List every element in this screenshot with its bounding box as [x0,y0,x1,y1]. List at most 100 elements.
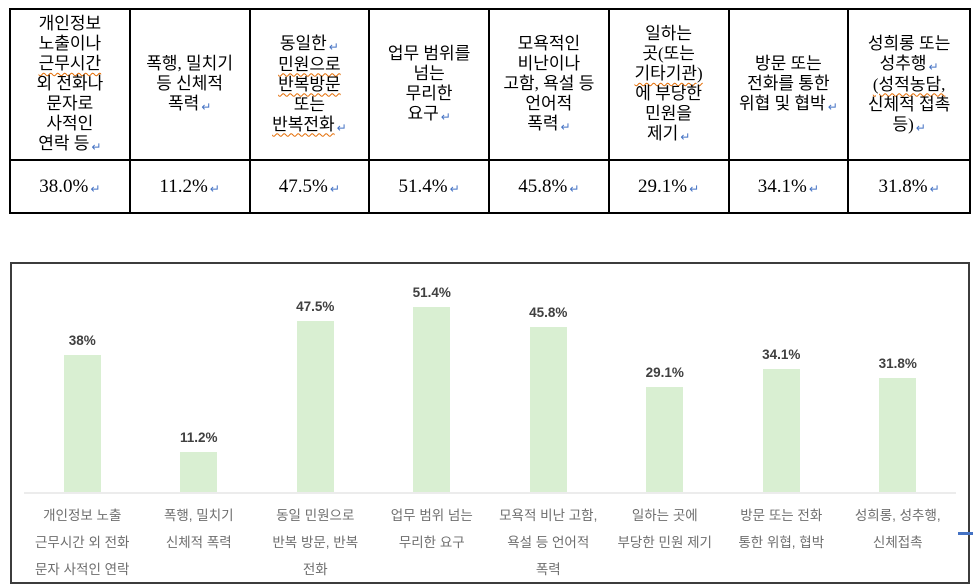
header-line: 근무시간 [38,54,102,73]
table-value-cell: 51.4% ↵ [370,161,490,212]
header-line: 곳(또는 [642,44,695,63]
header-line: 폭력 ↵ [527,114,571,134]
line-break-mark-icon: ↵ [569,181,580,196]
chart-plot-area: 38% 11.2% 47.5% 51.4% 45.8% 29.1% 34.1% 31.8% [24,264,956,494]
bar-value-label: 29.1% [645,365,684,380]
line-break-mark-icon: ↵ [329,181,340,196]
category-label: 모욕적 비난 고함, 욕설 등 언어적 폭력 [499,508,598,577]
line-break-mark-icon: ↵ [328,39,339,54]
bar-value-label: 34.1% [762,347,801,362]
bar-group: 45.8% [490,264,607,492]
bar [529,327,567,492]
bar-chart-panel: 38% 11.2% 47.5% 51.4% 45.8% 29.1% 34.1% 31.8% 개… [10,262,973,584]
table-value-cell: 31.8% ↵ [878,175,940,197]
bar [63,355,101,492]
bar [180,452,218,492]
bar-group: 11.2% [141,264,258,492]
header-line: 폭력 ↵ [167,94,212,114]
bar-value-label: 11.2% [179,430,218,445]
line-break-mark-icon: ↵ [440,110,451,124]
chart-category-axis: 개인정보 노출 근무시간 외 전화 문자 사적인 연락 폭행, 밀치기 신체적 폭… [24,502,956,583]
header-line: 반복전화 ↵ [272,114,347,135]
header-line: 방문 또는 [754,54,822,73]
table-header-cell: 개인정보 노출이나 근무시간 외 전화나 문자로 사적인 연락 등 ↵ [11,10,131,161]
header-line: 넘는 [413,64,445,83]
bar [296,321,334,492]
bar-value-label: 47.5% [296,299,335,314]
bar-group: 38% [24,264,141,492]
paragraph-return-mark-icon [958,532,973,535]
line-break-mark-icon: ↵ [827,100,838,114]
header-line: 무리한 [405,84,453,103]
header-line: 요구 ↵ [407,104,451,124]
header-line: 사적인 [46,114,94,133]
category-label: 업무 범위 넘는 무리한 요구 [390,508,473,550]
header-line: 동일한 ↵ [279,33,339,54]
bar-group: 47.5% [257,264,374,492]
bar-group: 51.4% [374,264,491,492]
table-value-cell: 47.5% ↵ [251,161,371,212]
bar-value-label: 38% [68,333,96,348]
header-line: 기타기관) [634,64,703,83]
header-line: 연락 등 ↵ [38,134,102,154]
table-value-cell: 38.0% ↵ [11,161,131,212]
header-line: 등) ↵ [892,114,926,135]
table-header-cell: 모욕적인 비난이나 고함, 욕설 등 언어적 폭력 ↵ [490,10,610,161]
header-line: 반복방문 [278,74,341,94]
line-break-mark-icon: ↵ [929,181,940,196]
header-line: 전화를 통한 [747,74,830,93]
table-header-cell: 방문 또는 전화를 통한 위협 및 협박 ↵ [729,10,850,161]
header-line: 성희롱 또는 [867,33,951,53]
header-line: 일하는 [645,24,693,43]
category-label: 일하는 곳에 부당한 민원 제기 [617,508,712,550]
header-line: 외 전화나 [36,74,104,93]
header-line: 업무 범위를 [387,44,471,63]
table-value-cell: 29.1% ↵ [610,161,730,212]
table-value-cell: 11.2% ↵ [131,161,251,212]
category-label: 방문 또는 전화 통한 위협, 협박 [738,508,825,550]
line-break-mark-icon: ↵ [209,181,220,196]
header-line: 비난이나 [517,54,581,73]
line-break-mark-icon: ↵ [689,181,700,196]
header-line: 모욕적인 [517,34,581,53]
category-label: 성희롱, 성추행, 신체접촉 [854,508,941,550]
category-label: 개인정보 노출 근무시간 외 전화 문자 사적인 연락 [35,508,130,577]
table-header-cell: 동일한 ↵ 민원으로 반복방문 또는 반복전화 ↵ [250,10,371,161]
header-line: 성추행 ↵ [879,53,939,74]
category-label: 동일 민원으로 반복 방문, 반복 전화 [272,508,359,577]
bar-value-label: 51.4% [412,285,451,300]
header-line: (성적농담, [872,74,946,94]
line-break-mark-icon: ↵ [201,100,212,114]
header-line: 또는 [293,94,326,114]
bar-group: 31.8% [840,264,957,492]
bar [879,378,917,492]
header-line: 언어적 [525,94,573,113]
bar-group: 34.1% [723,264,840,492]
header-line: 민원으로 [278,54,341,74]
line-break-mark-icon: ↵ [90,181,101,196]
header-line: 신체적 접촉 [867,94,951,114]
line-break-mark-icon: ↵ [680,130,691,144]
header-line: 에 부당한 [635,84,703,103]
stats-table: 개인정보 노출이나 근무시간 외 전화나 문자로 사적인 연락 등 ↵ 폭행, 밀치기 등 신체적… [9,8,971,214]
table-header-cell: 폭행, 밀치기 등 신체적 폭력 ↵ [130,10,251,161]
header-line: 등 신체적 [156,74,224,93]
line-break-mark-icon: ↵ [449,181,460,196]
bar [413,307,451,492]
header-line: 노출이나 [38,34,102,53]
bar-value-label: 45.8% [529,305,568,320]
bar [646,387,684,492]
header-line: 제기 ↵ [646,124,691,144]
line-break-mark-icon: ↵ [928,59,939,74]
line-break-mark-icon: ↵ [560,120,571,134]
bar-value-label: 31.8% [878,356,917,371]
header-line: 민원을 [645,104,693,123]
header-line: 문자로 [46,94,94,113]
table-header-cell: 업무 범위를 넘는 무리한 요구 ↵ [370,10,490,161]
line-break-mark-icon: ↵ [808,181,819,196]
header-line: 개인정보 [38,14,102,33]
line-break-mark-icon: ↵ [91,140,102,154]
table-value-cell: 45.8% ↵ [490,161,610,212]
table-value-cell: 34.1% ↵ [730,161,850,212]
